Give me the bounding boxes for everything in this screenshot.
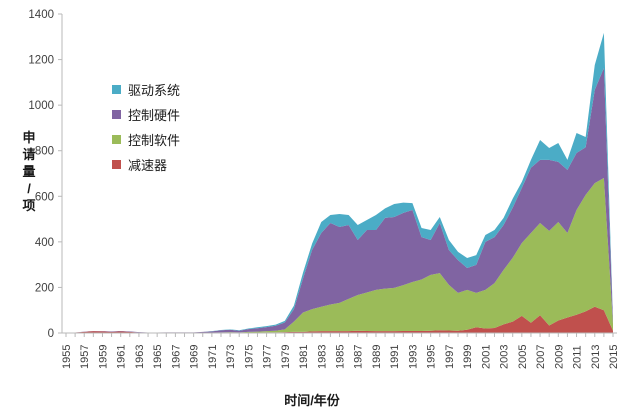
y-axis-title-char: / bbox=[27, 181, 31, 196]
x-tick-label: 1959 bbox=[97, 345, 109, 369]
y-tick-label: 1400 bbox=[28, 9, 54, 21]
legend-swatch-control-software bbox=[112, 134, 121, 144]
x-tick-label: 1999 bbox=[462, 345, 474, 369]
y-axis-title-char: 项 bbox=[22, 198, 36, 213]
x-tick-label: 2013 bbox=[590, 345, 602, 369]
x-tick-label: 1995 bbox=[426, 345, 438, 369]
x-tick-label: 1979 bbox=[280, 345, 292, 369]
x-tick-label: 2001 bbox=[480, 345, 492, 369]
x-tick-label: 2003 bbox=[499, 345, 511, 369]
y-tick-label: 200 bbox=[35, 282, 54, 294]
legend-label-control-hardware: 控制硬件 bbox=[128, 107, 181, 123]
y-tick-label: 0 bbox=[48, 328, 54, 340]
legend-swatch-drive-system bbox=[112, 84, 121, 94]
y-tick-label: 1000 bbox=[28, 100, 54, 112]
x-tick-label: 1971 bbox=[207, 345, 219, 369]
x-tick-label: 2005 bbox=[517, 345, 529, 369]
x-tick-label: 1985 bbox=[335, 345, 347, 369]
x-tick-label: 1957 bbox=[79, 345, 91, 369]
x-tick-label: 1965 bbox=[152, 345, 164, 369]
area-control-software bbox=[66, 178, 613, 333]
x-tick-label: 1987 bbox=[353, 345, 365, 369]
legend-label-drive-system: 驱动系统 bbox=[128, 82, 181, 98]
legend-item-drive-system: 驱动系统 bbox=[112, 82, 181, 98]
legend-swatch-control-hardware bbox=[112, 109, 121, 119]
y-tick-label: 1200 bbox=[28, 55, 54, 67]
legend-label-control-software: 控制软件 bbox=[128, 132, 181, 148]
x-tick-label: 1963 bbox=[134, 345, 146, 369]
x-tick-label: 1981 bbox=[298, 345, 310, 369]
x-tick-label: 1961 bbox=[116, 345, 128, 369]
x-tick-label: 1977 bbox=[262, 345, 274, 369]
x-tick-label: 1989 bbox=[371, 345, 383, 369]
area-control-hardware bbox=[66, 68, 613, 333]
x-tick-label: 1973 bbox=[225, 345, 237, 369]
area-drive-system bbox=[66, 32, 613, 333]
legend-item-reducer: 减速器 bbox=[112, 157, 180, 173]
y-tick-label: 800 bbox=[35, 146, 54, 158]
x-tick-label: 2015 bbox=[608, 345, 620, 369]
x-tick-label: 1983 bbox=[316, 345, 328, 369]
y-axis-title: 申请量 / 项 bbox=[20, 129, 38, 214]
y-tick-label: 600 bbox=[35, 191, 54, 203]
x-tick-label: 2007 bbox=[535, 345, 547, 369]
x-tick-label: 2011 bbox=[572, 345, 584, 369]
y-axis-title-char: 申 bbox=[22, 130, 36, 145]
x-tick-label: 1967 bbox=[170, 345, 182, 369]
x-tick-label: 1969 bbox=[189, 345, 201, 369]
legend-label-reducer: 减速器 bbox=[128, 157, 168, 173]
x-tick-label: 1975 bbox=[243, 345, 255, 369]
legend: 驱动系统控制硬件控制软件减速器 bbox=[112, 82, 180, 182]
legend-item-control-hardware: 控制硬件 bbox=[112, 107, 181, 123]
x-tick-label: 1997 bbox=[444, 345, 456, 369]
legend-swatch-reducer bbox=[112, 159, 121, 169]
x-tick-label: 1991 bbox=[389, 345, 401, 369]
y-axis-title-char: 量 bbox=[22, 164, 36, 179]
x-tick-label: 1993 bbox=[407, 345, 419, 369]
x-axis-title: 时间/年份 bbox=[284, 393, 340, 408]
area-reducer bbox=[66, 306, 613, 333]
y-tick-label: 400 bbox=[35, 237, 54, 249]
x-tick-label: 2009 bbox=[553, 345, 565, 369]
legend-item-control-software: 控制软件 bbox=[112, 132, 181, 148]
y-axis-title-char: 请 bbox=[22, 147, 36, 162]
x-tick-label: 1955 bbox=[61, 345, 73, 369]
